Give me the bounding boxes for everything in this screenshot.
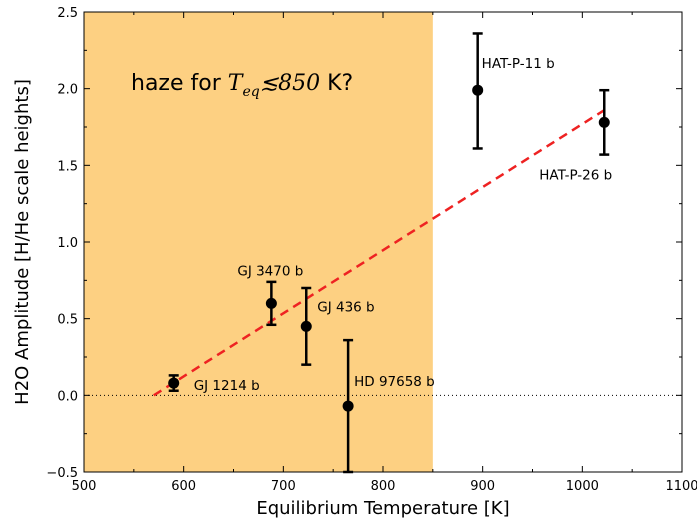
point-label: HD 97658 b [354, 374, 435, 390]
point-label: GJ 1214 b [194, 378, 260, 394]
x-tick-label: 600 [171, 479, 196, 494]
annotation-suffix: K? [320, 71, 353, 96]
x-tick-label: 500 [72, 479, 97, 494]
annotation-prefix: haze for [131, 71, 228, 96]
x-axis-title: Equilibrium Temperature [K] [256, 498, 509, 519]
y-tick-label: 1.0 [57, 236, 78, 251]
x-tick-label: 700 [271, 479, 296, 494]
point-marker [265, 297, 277, 309]
haze-annotation: haze for Teq≲850 K? [131, 71, 353, 100]
annotation-math-var: T [228, 71, 245, 96]
data-point [342, 338, 354, 474]
data-point [265, 280, 277, 327]
y-tick-label: 0.5 [57, 313, 78, 328]
point-marker [168, 377, 180, 389]
annotation-math-rel: ≲850 [260, 71, 320, 96]
y-axis-ticks: −0.5 0.0 0.5 1.0 1.5 2.0 2.5 [46, 6, 682, 481]
point-label: GJ 3470 b [237, 263, 303, 279]
data-point [168, 374, 180, 392]
point-labels: GJ 1214 b GJ 3470 b GJ 436 b HD 97658 b HAT-… [194, 56, 613, 394]
data-point [300, 286, 312, 366]
y-tick-label: 0.0 [57, 389, 78, 404]
x-axis-ticks: 500 600 700 800 900 1000 1100 [72, 12, 697, 494]
point-label: HAT-P-11 b [482, 56, 555, 72]
point-label: GJ 436 b [317, 299, 374, 315]
haze-shaded-region [84, 12, 433, 472]
y-tick-label: −0.5 [46, 466, 78, 481]
y-tick-label: 2.0 [57, 83, 78, 98]
x-tick-label: 1000 [566, 479, 599, 494]
y-tick-label: 2.5 [57, 6, 78, 21]
y-axis-title: H2O Amplitude [H/He scale heights] [12, 79, 33, 405]
point-label: HAT-P-26 b [539, 167, 612, 183]
point-marker [300, 320, 312, 332]
point-marker [598, 116, 610, 128]
y-tick-label: 1.5 [57, 159, 78, 174]
x-tick-label: 900 [470, 479, 495, 494]
data-point [598, 88, 610, 156]
x-tick-label: 800 [371, 479, 396, 494]
data-point [472, 32, 484, 150]
x-tick-label: 1100 [665, 479, 697, 494]
point-marker [472, 84, 484, 96]
point-marker [342, 400, 354, 412]
annotation-math-sub: eq [242, 84, 259, 100]
data-points [168, 32, 610, 474]
